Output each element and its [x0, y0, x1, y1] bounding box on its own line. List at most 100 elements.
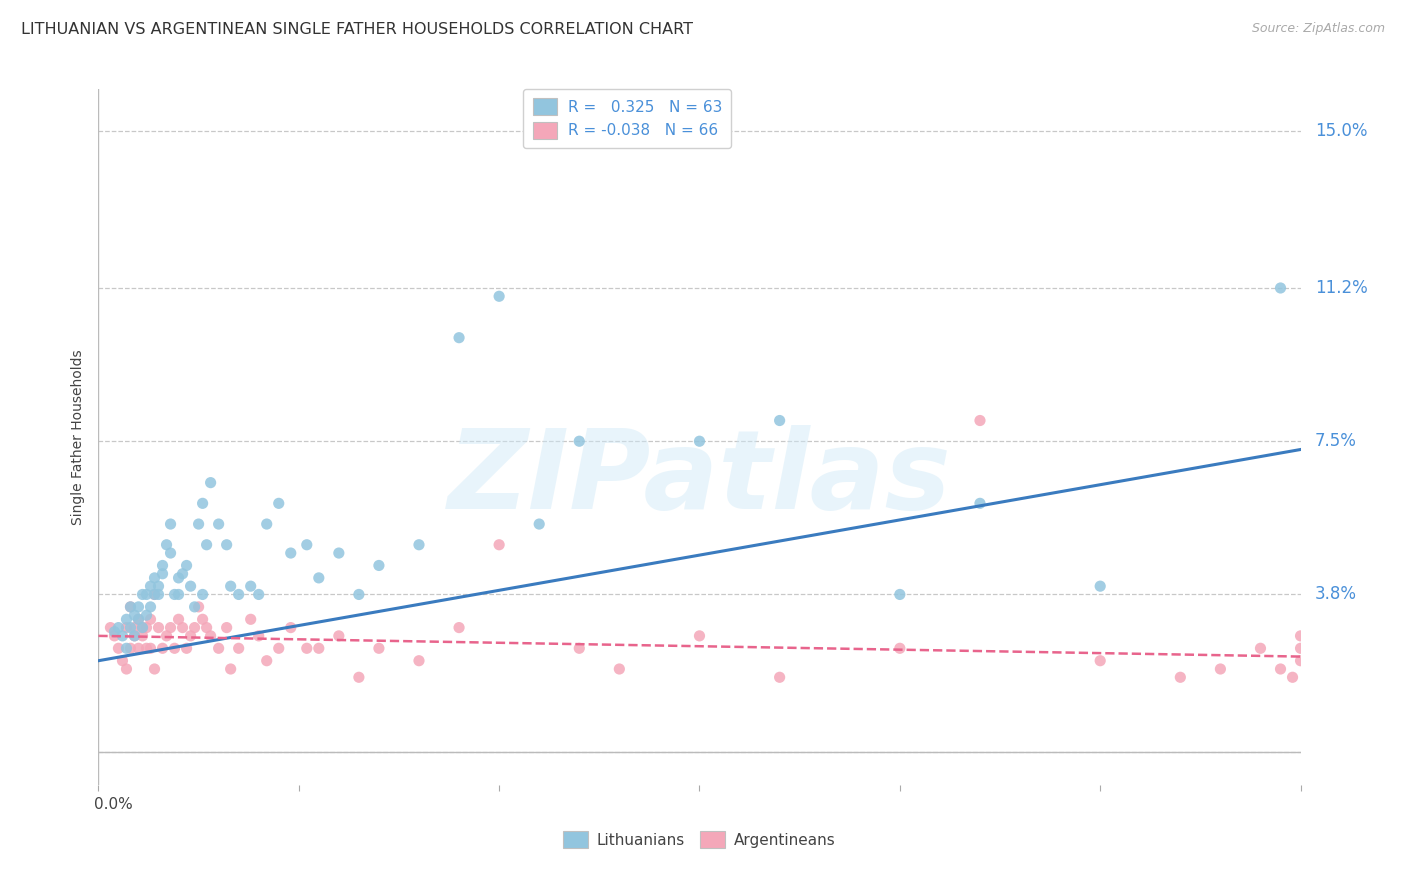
- Point: [131, 587, 153, 601]
- Text: 3.8%: 3.8%: [1315, 585, 1357, 604]
- Point: [408, 538, 430, 552]
- Point: [180, 579, 202, 593]
- Point: [208, 516, 231, 531]
- Point: [488, 289, 510, 303]
- Point: [139, 579, 162, 593]
- Point: [143, 662, 166, 676]
- Point: [488, 538, 510, 552]
- Point: [267, 641, 290, 656]
- Point: [128, 612, 150, 626]
- Point: [191, 496, 214, 510]
- Point: [187, 599, 209, 614]
- Text: LITHUANIAN VS ARGENTINEAN SINGLE FATHER HOUSEHOLDS CORRELATION CHART: LITHUANIAN VS ARGENTINEAN SINGLE FATHER …: [21, 22, 693, 37]
- Point: [328, 546, 350, 560]
- Point: [280, 621, 302, 635]
- Point: [172, 621, 194, 635]
- Point: [568, 434, 591, 449]
- Point: [228, 641, 250, 656]
- Point: [191, 587, 214, 601]
- Point: [120, 599, 142, 614]
- Point: [159, 546, 181, 560]
- Point: [131, 621, 153, 635]
- Point: [135, 621, 157, 635]
- Point: [131, 629, 153, 643]
- Point: [267, 496, 290, 510]
- Point: [1270, 281, 1292, 295]
- Point: [447, 621, 470, 635]
- Point: [159, 621, 181, 635]
- Point: [128, 599, 150, 614]
- Point: [219, 579, 242, 593]
- Point: [120, 599, 142, 614]
- Text: 0.0%: 0.0%: [94, 797, 134, 813]
- Point: [1250, 641, 1272, 656]
- Point: [124, 629, 146, 643]
- Text: 7.5%: 7.5%: [1315, 433, 1357, 450]
- Point: [148, 587, 170, 601]
- Point: [139, 641, 162, 656]
- Point: [148, 579, 170, 593]
- Point: [115, 641, 138, 656]
- Point: [155, 629, 177, 643]
- Point: [135, 641, 157, 656]
- Point: [100, 621, 122, 635]
- Point: [1289, 654, 1312, 668]
- Point: [103, 624, 125, 639]
- Point: [568, 641, 591, 656]
- Point: [529, 516, 551, 531]
- Point: [200, 475, 222, 490]
- Point: [152, 641, 174, 656]
- Point: [228, 587, 250, 601]
- Point: [152, 566, 174, 581]
- Point: [152, 558, 174, 573]
- Point: [143, 587, 166, 601]
- Point: [295, 538, 318, 552]
- Y-axis label: Single Father Households: Single Father Households: [72, 350, 86, 524]
- Point: [247, 587, 270, 601]
- Point: [103, 629, 125, 643]
- Point: [111, 654, 134, 668]
- Point: [135, 608, 157, 623]
- Point: [347, 670, 370, 684]
- Point: [889, 641, 911, 656]
- Point: [183, 599, 205, 614]
- Point: [115, 621, 138, 635]
- Point: [1270, 662, 1292, 676]
- Point: [167, 587, 190, 601]
- Point: [247, 629, 270, 643]
- Point: [163, 641, 186, 656]
- Point: [115, 612, 138, 626]
- Point: [163, 587, 186, 601]
- Point: [295, 641, 318, 656]
- Point: [1289, 629, 1312, 643]
- Point: [889, 587, 911, 601]
- Point: [219, 662, 242, 676]
- Point: [1209, 662, 1232, 676]
- Point: [347, 587, 370, 601]
- Point: [191, 612, 214, 626]
- Point: [609, 662, 631, 676]
- Point: [239, 579, 262, 593]
- Point: [143, 587, 166, 601]
- Point: [768, 670, 790, 684]
- Point: [124, 608, 146, 623]
- Point: [107, 621, 129, 635]
- Point: [208, 641, 231, 656]
- Point: [176, 558, 198, 573]
- Point: [280, 546, 302, 560]
- Point: [167, 612, 190, 626]
- Point: [176, 641, 198, 656]
- Point: [256, 654, 278, 668]
- Point: [111, 629, 134, 643]
- Legend: Lithuanians, Argentineans: Lithuanians, Argentineans: [557, 825, 842, 854]
- Point: [768, 413, 790, 427]
- Point: [200, 629, 222, 643]
- Point: [447, 331, 470, 345]
- Point: [135, 587, 157, 601]
- Text: 11.2%: 11.2%: [1315, 279, 1368, 297]
- Point: [1088, 579, 1111, 593]
- Point: [215, 538, 238, 552]
- Text: ZIPatlas: ZIPatlas: [447, 425, 952, 533]
- Text: 15.0%: 15.0%: [1315, 121, 1368, 140]
- Point: [969, 413, 991, 427]
